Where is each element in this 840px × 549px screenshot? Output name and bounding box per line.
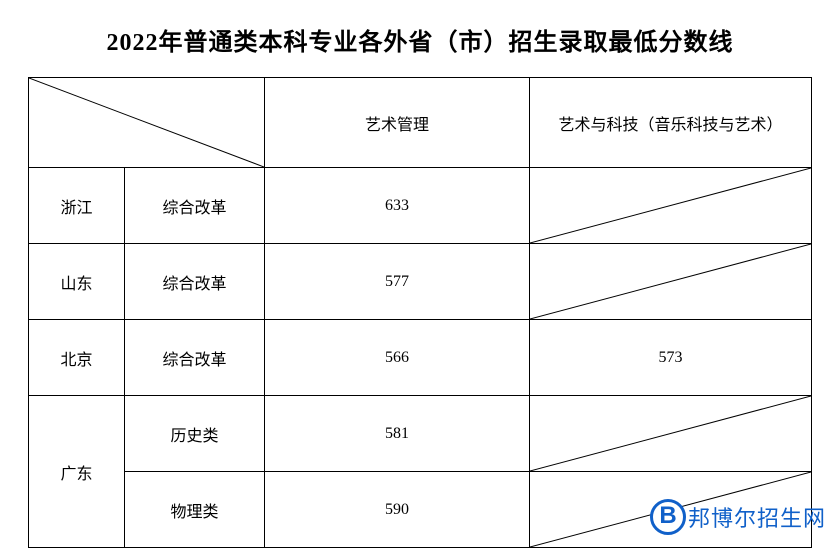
- score-cell: 566: [265, 320, 530, 396]
- score-cell: 581: [265, 396, 530, 472]
- empty-slash-cell: [530, 168, 812, 244]
- score-cell: 573: [530, 320, 812, 396]
- empty-slash-cell: [530, 244, 812, 320]
- page-title: 2022年普通类本科专业各外省（市）招生录取最低分数线: [0, 0, 840, 77]
- category-cell: 历史类: [125, 396, 265, 472]
- score-table: 艺术管理 艺术与科技（音乐科技与艺术） 浙江 综合改革 633 山东 综合改革 …: [28, 77, 812, 548]
- watermark-text: 邦博尔招生网: [688, 501, 826, 533]
- watermark-badge-icon: B: [650, 499, 686, 535]
- category-cell: 综合改革: [125, 168, 265, 244]
- header-major1: 艺术管理: [265, 78, 530, 168]
- score-table-container: 艺术管理 艺术与科技（音乐科技与艺术） 浙江 综合改革 633 山东 综合改革 …: [0, 77, 840, 548]
- watermark-badge-letter: B: [659, 502, 676, 530]
- category-cell: 物理类: [125, 472, 265, 548]
- header-corner-cell: [29, 78, 265, 168]
- province-cell: 山东: [29, 244, 125, 320]
- header-major2: 艺术与科技（音乐科技与艺术）: [530, 78, 812, 168]
- category-cell: 综合改革: [125, 320, 265, 396]
- province-cell: 浙江: [29, 168, 125, 244]
- score-cell: 633: [265, 168, 530, 244]
- province-cell: 北京: [29, 320, 125, 396]
- score-cell: 590: [265, 472, 530, 548]
- category-cell: 综合改革: [125, 244, 265, 320]
- watermark: B 邦博尔招生网: [650, 499, 826, 535]
- empty-slash-cell: [530, 396, 812, 472]
- province-cell: 广东: [29, 396, 125, 548]
- score-cell: 577: [265, 244, 530, 320]
